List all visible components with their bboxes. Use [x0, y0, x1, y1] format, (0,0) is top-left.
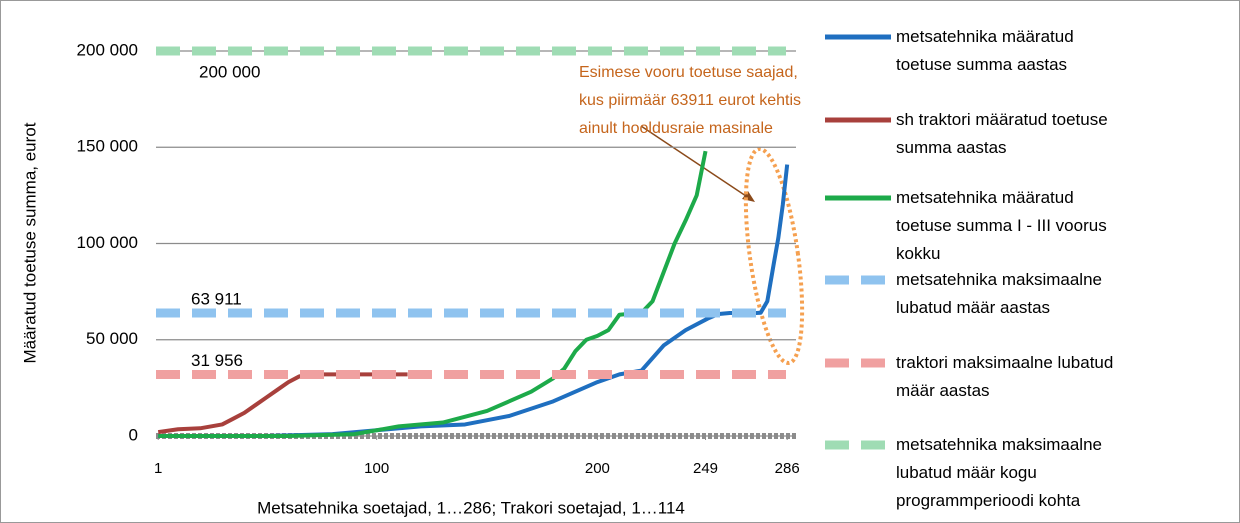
legend-label: traktori maksimaalne lubatud määr aastas — [896, 353, 1114, 400]
annotation: ainult hooldusraie masinale — [579, 120, 773, 137]
x-tick-label: 249 — [693, 460, 718, 477]
annotation: Esimese vooru toetuse saajad, — [579, 64, 798, 81]
y-tick-label: 0 — [129, 425, 138, 444]
y-axis-title: Määratud toetuse summa, eurot — [20, 122, 39, 363]
annotation: kus piirmäär 63911 eurot kehtis — [579, 92, 801, 109]
legend-label: sh traktori määratud toetuse summa aasta… — [896, 110, 1108, 157]
y-tick-label: 100 000 — [77, 233, 138, 252]
y-tick-label: 200 000 — [77, 40, 138, 59]
legend-label: metsatehnika maksimaalne lubatud määr aa… — [896, 270, 1102, 317]
limit-label: 31 956 — [191, 351, 243, 370]
limit-label: 63 911 — [191, 289, 242, 308]
series-line — [158, 150, 708, 438]
x-tick-label: 200 — [585, 460, 610, 477]
x-tick-label: 1 — [154, 460, 162, 477]
limit-label: 200 000 — [199, 62, 260, 81]
series-line — [157, 372, 408, 435]
annotation-arrow — [640, 125, 750, 199]
y-tick-label: 50 000 — [86, 329, 138, 348]
arrow-head — [742, 191, 755, 202]
x-tick-label: 286 — [775, 460, 800, 477]
legend-label: metsatehnika määratud toetuse summa I - … — [896, 188, 1107, 263]
x-axis-title: Metsatehnika soetajad, 1…286; Trakori so… — [257, 498, 685, 517]
legend-label: metsatehnika maksimaalne lubatud määr ko… — [896, 435, 1102, 510]
y-tick-label: 150 000 — [77, 137, 138, 156]
x-tick-label: 100 — [364, 460, 389, 477]
legend-label: metsatehnika määratud toetuse summa aast… — [896, 27, 1074, 74]
highlight-ellipse — [743, 146, 805, 366]
